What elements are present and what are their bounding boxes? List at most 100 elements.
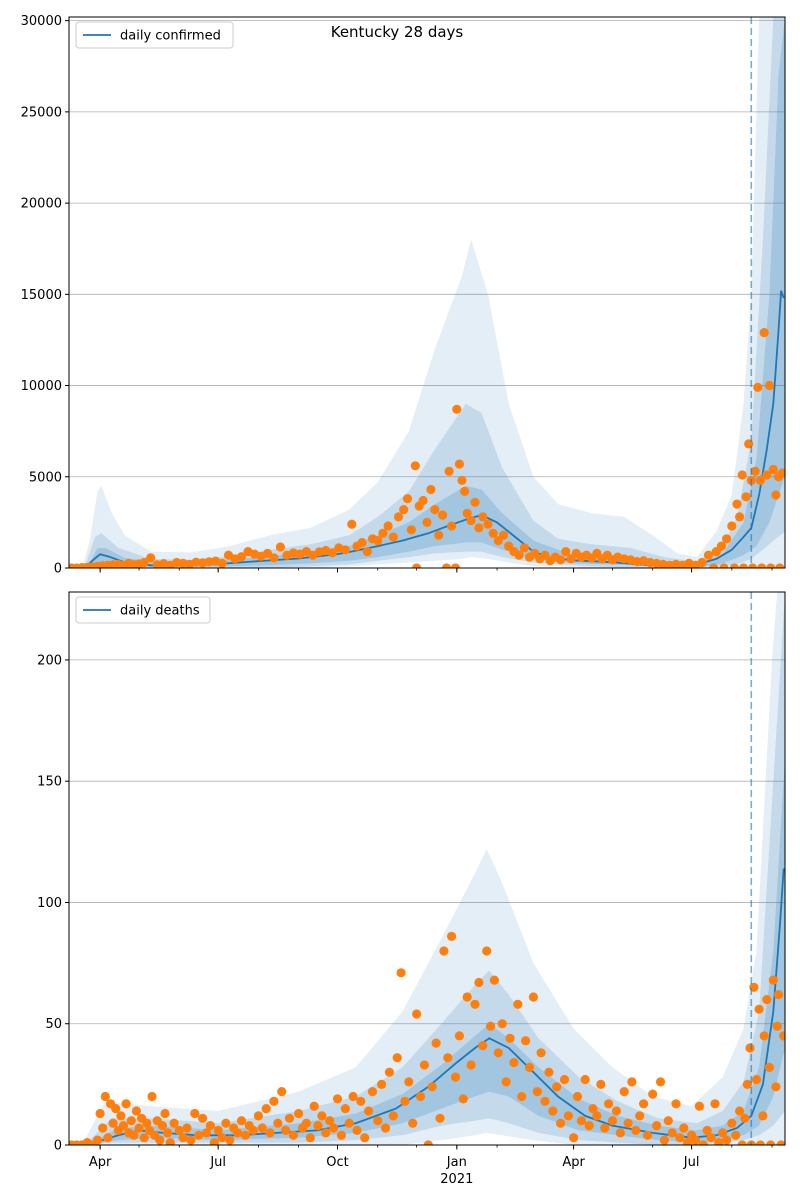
confirmed-plot-area [69,17,785,568]
deaths-observed-point [731,1130,741,1140]
deaths-observed-point [706,1133,716,1143]
deaths-observed-point [126,1116,136,1126]
deaths-observed-point [98,1123,108,1133]
deaths-panel: 0 50 100 150 200 Apr Jul Oct Jan 2021 Apr Jul daily … [37,591,786,1187]
confirmed-observed-point [741,492,751,502]
deaths-observed-point [190,1108,200,1119]
confirmed-observed-point [217,558,227,568]
deaths-observed-point [489,975,499,985]
confirmed-observed-point [410,461,420,471]
deaths-observed-point [513,999,523,1009]
confirmed-observed-point [474,523,484,533]
confirmed-observed-point [762,470,772,480]
deaths-observed-point [779,1031,785,1041]
confirmed-observed-point [738,563,749,568]
deaths-observed-point [139,1133,149,1143]
confirmed-observed-point [269,553,279,563]
deaths-observed-point [321,1128,331,1138]
confirmed-observed-point [775,563,785,568]
confirmed-observed-point [236,552,247,562]
deaths-observed-point [265,1128,275,1138]
confirmed-observed-point [716,541,727,551]
deaths-observed-point [277,1087,287,1097]
deaths-observed-points [69,931,785,1145]
deaths-observed-point [675,1133,685,1143]
confirmed-observed-point [750,466,760,476]
deaths-observed-point [163,1128,173,1138]
deaths-uncertainty-band [82,592,785,1145]
deaths-observed-point [623,1118,633,1128]
confirmed-observed-point [488,528,498,538]
confirmed-observed-point [444,466,454,476]
deaths-observed-point [317,1111,327,1121]
deaths-observed-point [735,1106,745,1116]
confirmed-observed-point [378,528,388,538]
deaths-y-tick-label: 50 [45,1017,62,1032]
confirmed-observed-point [450,563,461,568]
deaths-observed-point [710,1099,720,1109]
deaths-observed-point [419,1060,429,1070]
deaths-observed-point [309,1101,319,1111]
deaths-observed-point [325,1116,335,1126]
deaths-observed-point [248,1125,258,1135]
confirmed-observed-point [735,512,745,522]
deaths-observed-point [367,1087,378,1097]
deaths-x-tick-label: Oct [326,1155,348,1170]
deaths-observed-point [727,1118,737,1128]
deaths-observed-point [482,946,492,956]
confirmed-observed-point [561,547,571,557]
deaths-observed-point [501,1077,511,1087]
confirmed-observed-point [406,525,416,535]
deaths-observed-point [604,1099,614,1109]
confirmed-legend: daily confirmed [75,21,234,49]
confirmed-observed-point [393,512,404,522]
deaths-observed-point [631,1125,641,1135]
deaths-observed-point [435,1113,445,1123]
confirmed-observed-point [447,521,457,531]
confirmed-observed-point [412,563,422,568]
deaths-observed-point [648,1089,658,1099]
confirmed-observed-point [514,550,524,560]
confirmed-uncertainty-band [84,17,785,568]
deaths-observed-point [423,1140,433,1145]
deaths-observed-point [284,1113,295,1123]
deaths-observed-point [569,1133,579,1143]
deaths-observed-point [225,1135,235,1145]
deaths-observed-point [116,1111,126,1121]
confirmed-observed-point [748,563,758,568]
deaths-observed-point [157,1121,167,1131]
confirmed-observed-point [755,475,766,485]
deaths-observed-point [754,1004,764,1014]
deaths-observed-point [556,1118,566,1128]
confirmed-observed-point [430,505,440,515]
confirmed-observed-point [709,563,719,568]
confirmed-observed-point [722,534,732,544]
deaths-observed-point [205,1121,215,1131]
deaths-observed-point [563,1111,574,1121]
deaths-observed-point [758,1111,768,1121]
deaths-observed-point [261,1104,271,1114]
deaths-observed-point [121,1099,131,1109]
deaths-observed-point [642,1130,653,1140]
confirmed-observed-point [764,380,775,391]
deaths-observed-point [751,1074,762,1085]
confirmed-observed-point [753,382,763,392]
deaths-observed-point [742,1079,753,1089]
confirmed-observed-point [357,537,367,548]
deaths-observed-point [329,1123,339,1133]
deaths-observed-point [462,992,472,1002]
confirmed-observed-points [69,328,785,568]
confirmed-observed-point [383,521,393,531]
deaths-observed-point [388,1111,398,1121]
confirmed-observed-point [470,497,480,507]
confirmed-observed-point [462,508,472,518]
confirmed-observed-point [777,468,785,478]
deaths-observed-point [340,1104,350,1114]
deaths-observed-point [619,1087,629,1097]
deaths-y-tick-label: 200 [37,653,62,668]
confirmed-legend-box [75,21,234,49]
deaths-observed-point [584,1121,594,1131]
deaths-observed-point [611,1106,622,1116]
deaths-observed-point [505,1033,515,1043]
deaths-observed-point [635,1111,645,1121]
